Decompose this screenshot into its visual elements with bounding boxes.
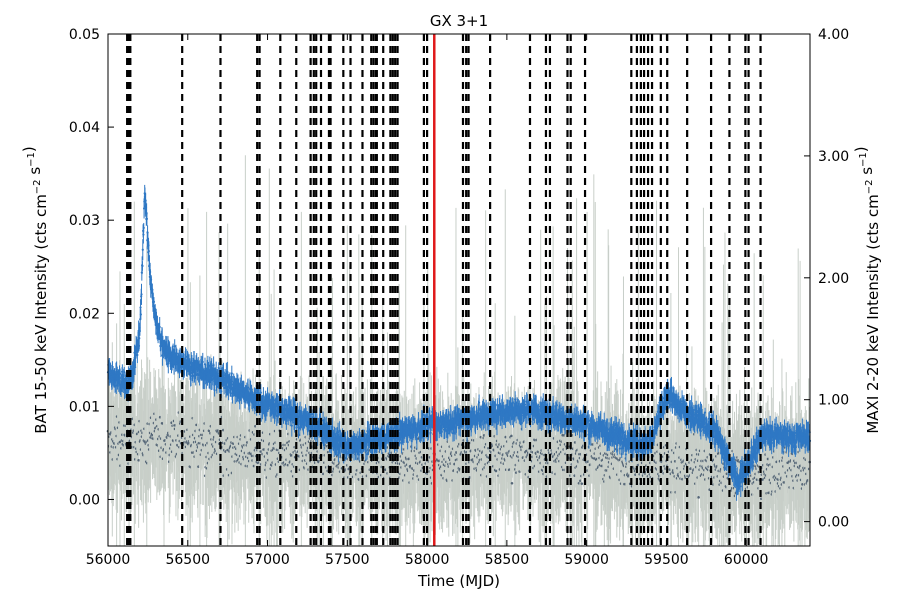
bat-point	[216, 373, 218, 375]
bat-point	[294, 426, 296, 428]
bat-point	[142, 249, 144, 251]
bat-point	[136, 354, 138, 356]
bat-point	[143, 207, 145, 209]
bat-point	[220, 390, 222, 392]
bat-point	[231, 372, 233, 374]
bat-point	[146, 218, 148, 220]
maxi-point	[137, 459, 140, 462]
bat-point	[366, 453, 368, 455]
bat-point	[139, 306, 141, 308]
bat-point	[285, 423, 287, 425]
bat-point	[185, 356, 187, 358]
bat-point	[140, 313, 142, 315]
bat-point	[142, 233, 144, 235]
maxi-point	[511, 482, 514, 485]
bat-point	[148, 250, 150, 252]
bat-point	[176, 352, 178, 354]
bat-point	[407, 441, 409, 443]
bat-point	[294, 404, 296, 406]
bat-point	[190, 375, 192, 377]
maxi-series	[107, 155, 811, 546]
bat-point	[153, 301, 155, 303]
bat-point	[143, 227, 145, 229]
bat-point	[430, 432, 432, 434]
bat-point	[416, 438, 418, 440]
bat-point	[346, 452, 348, 454]
maxi-point	[495, 470, 498, 473]
bat-point	[139, 330, 141, 332]
bat-point	[247, 386, 249, 388]
bat-point	[291, 424, 293, 426]
bat-point	[141, 265, 143, 267]
maxi-point	[581, 482, 584, 485]
bat-point	[333, 433, 335, 435]
bat-point	[119, 373, 121, 375]
maxi-point	[510, 435, 513, 438]
bat-point	[260, 392, 262, 394]
bat-point	[174, 345, 176, 347]
bat-point	[213, 389, 215, 391]
bat-point	[134, 366, 136, 368]
bat-point	[140, 293, 142, 295]
bat-point	[123, 371, 125, 373]
bat-point	[138, 337, 140, 339]
bat-point	[202, 361, 204, 363]
bat-point	[382, 428, 384, 430]
maxi-point	[697, 496, 700, 499]
bat-point	[365, 450, 367, 452]
bat-point	[159, 326, 161, 328]
